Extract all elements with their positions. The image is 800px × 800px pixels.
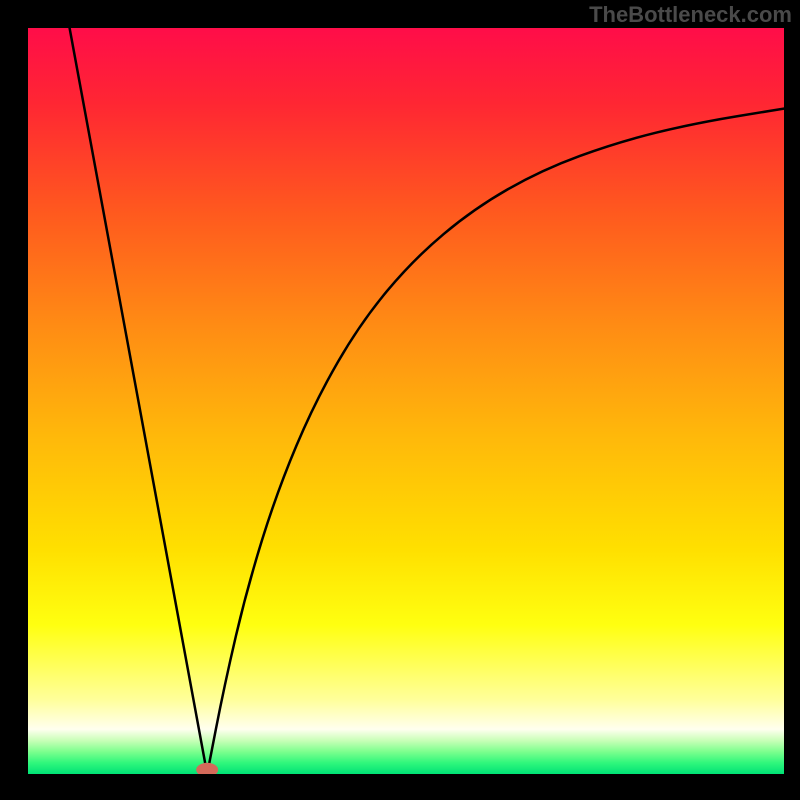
bottleneck-chart: TheBottleneck.com xyxy=(0,0,800,800)
chart-svg xyxy=(0,0,800,800)
watermark-text: TheBottleneck.com xyxy=(589,2,792,28)
